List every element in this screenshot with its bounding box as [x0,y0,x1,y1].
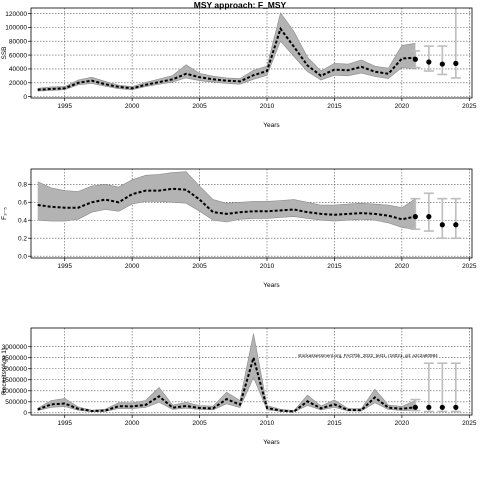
forecast-point [412,404,418,410]
y-tick-label: 0.8 [18,182,27,189]
y-tick-label: 0.0 [18,254,27,261]
stamp-annotation: stockassessment.org, FAO7bk_2022_test1, … [298,353,438,358]
y-tick-label: 60000 [9,52,27,59]
forecast-point [439,404,445,410]
y-tick-label: 0.6 [18,200,27,207]
y-tick-label: 3000000 [2,344,28,351]
x-tick-label: 2005 [192,103,207,110]
y-tick-label: 80000 [9,39,27,46]
forecast-errorbar [437,45,448,76]
confidence-band [37,12,416,92]
forecast-errorbar [423,45,434,72]
x-tick-label: 2015 [327,263,342,270]
plot-frame [30,168,473,259]
x-tick-label: 2005 [192,420,207,427]
estimate-line [37,26,416,91]
x-tick-label: 2020 [395,263,410,270]
lower-bound-line [37,40,416,92]
forecast-errorbar [437,197,448,240]
x-tick-label: 2000 [125,263,140,270]
panels: 1995 2000 2005 2010 2015 2020 2025020000400006… [1,7,477,446]
estimate-line [37,353,416,413]
x-tick-label: 1995 [57,420,72,427]
upper-bound-line [37,12,416,89]
y-tick-label: 20000 [9,80,27,87]
y-tick-label: 120000 [5,11,27,18]
x-tick-label: 2005 [192,263,207,270]
x-tick-label: 2010 [260,420,275,427]
y-axis-label: SSB [1,46,8,59]
forecast-point [453,60,459,66]
confidence-band [37,171,416,230]
x-tick-label: 1995 [57,263,72,270]
x-tick-label: 2010 [260,263,275,270]
figure-title: MSY approach: F_MSY [194,0,287,10]
x-tick-label: 2000 [125,103,140,110]
forecast-point [453,222,459,228]
forecast-point [426,214,432,220]
forecast-errorbar [437,362,448,413]
y-tick-label: 0 [23,410,27,417]
x-axis-label: Years [263,439,280,446]
estimate-line [37,187,416,221]
forecast-point [412,214,418,220]
x-axis-label: Years [263,282,280,289]
y-tick-label: 1000000 [2,388,28,395]
y-tick-label: 2000000 [2,366,28,373]
forecast-point [426,59,432,65]
confidence-band [37,333,416,412]
forecast-errorbar [410,197,421,231]
forecast-point [412,56,418,62]
y-tick-label: 40000 [9,66,27,73]
x-axis-label: Years [263,122,280,129]
x-tick-label: 2020 [395,103,410,110]
y-axis-label: Recruits (Age 1) [1,348,8,395]
y-tick-label: 1500000 [2,377,28,384]
lower-bound-line [37,201,416,230]
x-tick-label: 2015 [327,103,342,110]
panel-2: 1995 2000 2005 2010 2015 2020 2025 0.0 0.2 0.4 0.6… [1,168,477,289]
plot-frame [30,327,473,416]
forecast-point [439,222,445,228]
x-tick-label: 2015 [327,420,342,427]
y-tick-label: 2500000 [2,355,28,362]
x-tick-label: 2025 [462,103,477,110]
plot-frame [30,7,473,99]
forecast-errorbar [450,8,461,79]
panel-3: 1995 2000 2005 2010 2015 2020 2025 0 500000 10000… [1,327,477,446]
upper-bound-line [37,333,416,411]
x-tick-label: 2010 [260,103,275,110]
x-tick-label: 2020 [395,420,410,427]
y-tick-label: 500000 [5,399,27,406]
upper-bound-line [37,171,416,209]
y-tick-label: 100000 [5,25,27,32]
x-tick-label: 1995 [57,103,72,110]
forecast-errorbar [423,362,434,413]
data-layer [37,8,461,92]
y-axis-label: F₃₋₅ [1,207,8,220]
forecast-errorbar [450,362,461,413]
y-tick-label: 0 [23,94,27,101]
forecast-point [453,404,459,410]
x-tick-label: 2000 [125,420,140,427]
forecast-point [426,404,432,410]
data-layer [37,171,461,240]
panel-1: 1995 2000 2005 2010 2015 2020 2025 0 20000 40000 6… [1,7,477,129]
forecast-point [439,61,445,67]
y-tick-label: 0.4 [18,218,27,225]
x-tick-label: 2025 [462,263,477,270]
forecast-errorbar [423,192,434,232]
y-tick-label: 0.2 [18,236,27,243]
forecast-errorbar [450,197,461,240]
x-tick-label: 2025 [462,420,477,427]
data-layer [37,333,461,413]
